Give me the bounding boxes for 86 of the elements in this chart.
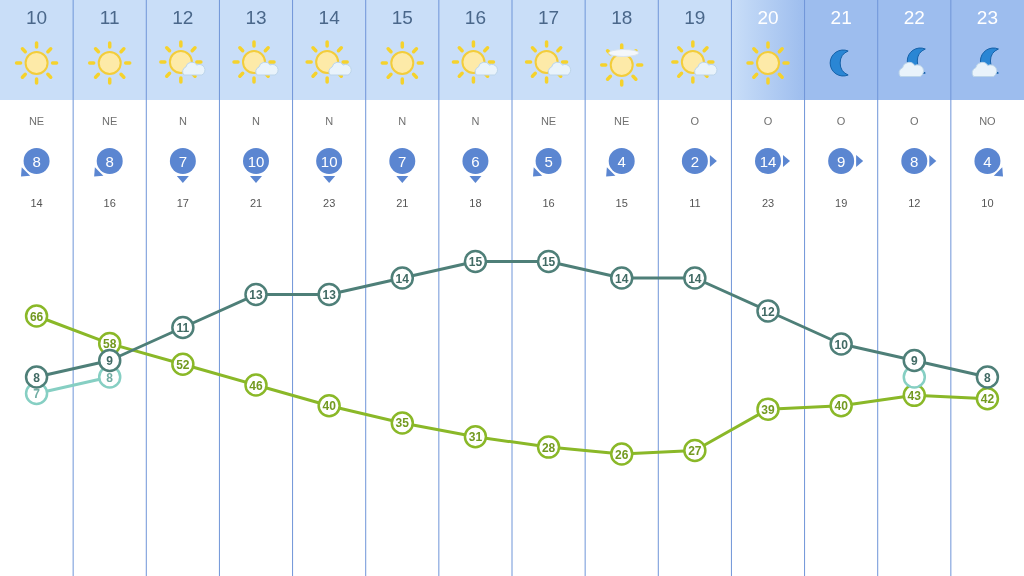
data-label: 58 (103, 337, 117, 352)
text: 11 (689, 197, 701, 209)
text: O (690, 115, 700, 127)
text: O (763, 115, 773, 127)
text: 8 (32, 152, 41, 170)
x-tick-label: 21 (830, 7, 852, 28)
text: NE (540, 115, 557, 127)
data-label: 52 (176, 357, 190, 372)
x-tick-label: 23 (976, 7, 998, 28)
data-label: 46 (249, 378, 263, 393)
text: O (910, 115, 919, 127)
data-label: 40 (834, 399, 849, 414)
text: 21 (249, 197, 263, 209)
data-label: 42 (980, 392, 995, 407)
text: 16 (542, 197, 555, 209)
text: 21 (396, 197, 409, 209)
data-label: 7 (33, 387, 41, 401)
data-label: 66 (29, 309, 44, 324)
x-tick-label: 13 (245, 7, 267, 28)
data-label: 26 (615, 447, 629, 462)
x-tick-label: 17 (538, 7, 560, 28)
data-label: 8 (106, 370, 114, 385)
text: 4 (617, 152, 626, 170)
data-label: 8 (984, 370, 992, 385)
x-tick-label: 14 (318, 7, 341, 28)
text: 12 (908, 197, 921, 209)
text: 16 (103, 197, 116, 209)
data-label: 13 (322, 288, 337, 302)
data-label: 40 (322, 399, 337, 414)
text: 15 (615, 197, 628, 209)
x-tick-label: 16 (464, 7, 486, 28)
x-tick-label: 12 (172, 7, 194, 28)
x-tick-label: 15 (391, 7, 413, 28)
data-label: 14 (615, 271, 629, 286)
x-tick-label: 18 (611, 7, 633, 28)
data-label: 27 (688, 444, 702, 459)
data-label: 14 (395, 271, 410, 286)
text: 10 (981, 197, 994, 209)
text: 17 (176, 197, 189, 209)
text: NE (614, 115, 630, 127)
text: 14 (30, 197, 43, 209)
data-label: 31 (468, 430, 483, 445)
text: 5 (544, 152, 553, 170)
text: 14 (759, 152, 777, 170)
text: 10 (320, 152, 338, 170)
text: N (325, 115, 334, 127)
data-label: 9 (910, 354, 918, 368)
text: 2 (690, 152, 700, 170)
text: 18 (469, 197, 482, 209)
text: O (836, 115, 846, 127)
text: 4 (983, 152, 992, 170)
data-label: 39 (761, 402, 775, 417)
text: 6 (471, 152, 480, 170)
text: 8 (910, 152, 919, 170)
x-tick-label: 10 (26, 7, 48, 28)
text: N (471, 115, 480, 127)
text: 10 (247, 152, 265, 170)
text: 7 (178, 152, 188, 170)
x-tick-label: 20 (757, 7, 779, 28)
text: N (252, 115, 261, 127)
text: NO (979, 115, 997, 127)
data-label: 15 (468, 255, 483, 269)
text: 19 (835, 197, 848, 209)
data-label: 14 (688, 271, 702, 286)
text: 7 (398, 152, 407, 170)
x-tick-label: 11 (99, 7, 120, 28)
text: 23 (761, 197, 775, 209)
data-label: 10 (834, 337, 849, 352)
text: N (398, 115, 407, 127)
text: 9 (836, 152, 846, 170)
data-label: 12 (761, 304, 775, 319)
x-tick-label: 22 (903, 7, 925, 28)
data-label: 43 (907, 388, 922, 403)
text: 23 (323, 197, 336, 209)
data-label: 11 (176, 321, 190, 335)
data-label: 9 (106, 354, 114, 368)
data-label: 13 (249, 288, 263, 302)
text: NE (102, 115, 118, 127)
data-label: 15 (541, 255, 556, 269)
text: N (178, 115, 187, 127)
text: NE (28, 115, 45, 127)
text: 8 (105, 152, 114, 170)
data-label: 35 (395, 416, 410, 431)
data-label: 8 (33, 370, 41, 385)
x-tick-label: 19 (684, 7, 706, 28)
data-label: 28 (541, 440, 556, 455)
